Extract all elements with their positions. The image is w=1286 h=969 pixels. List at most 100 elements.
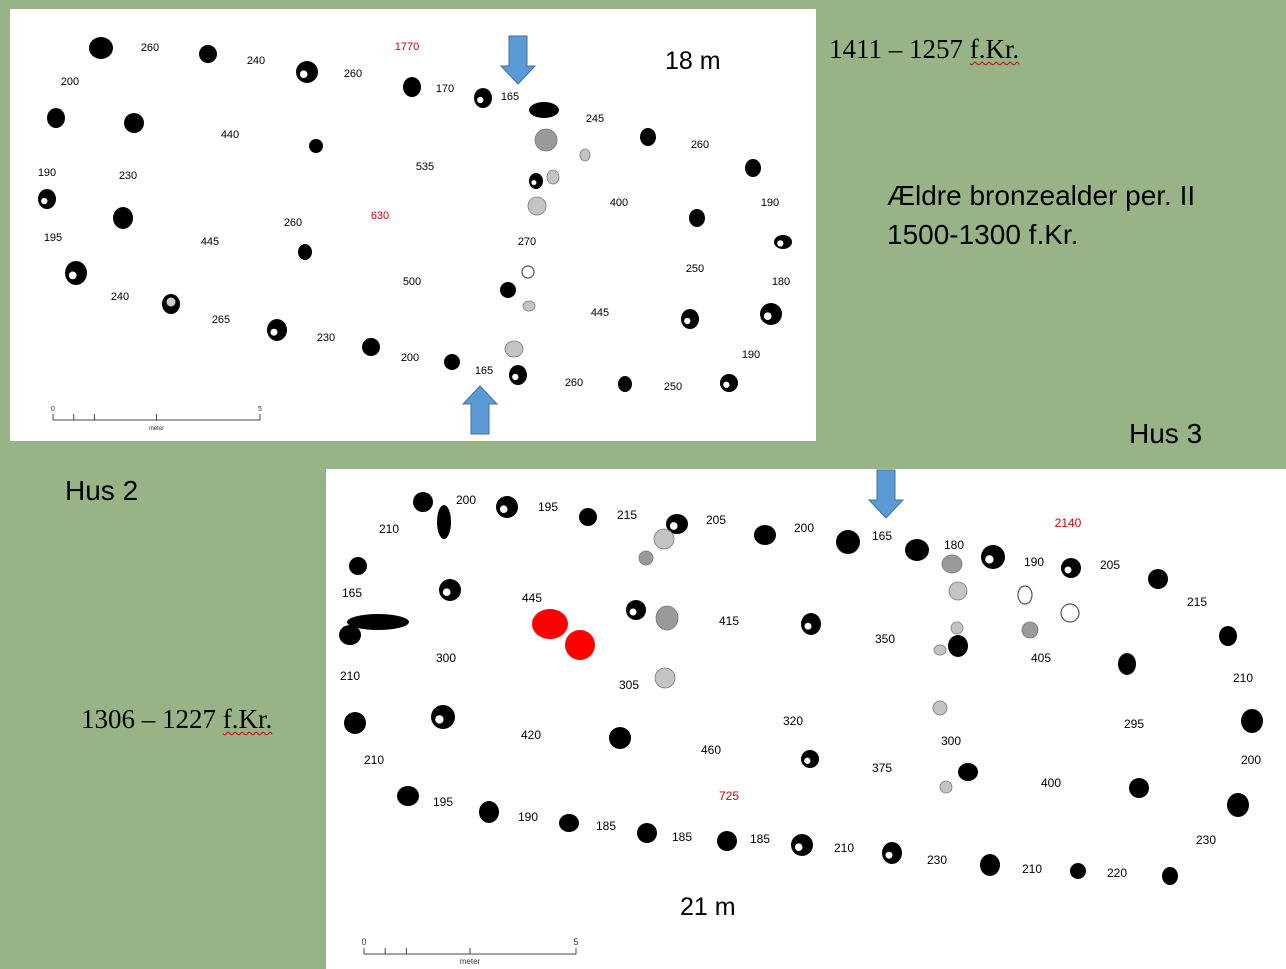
posthole-grey <box>653 528 675 550</box>
house-2-label: Hus 2 <box>65 475 139 506</box>
distance-label: 210 <box>364 753 384 767</box>
distance-label: 400 <box>610 197 628 209</box>
posthole <box>1070 863 1086 879</box>
posthole <box>124 113 144 133</box>
posthole-outline <box>1060 603 1080 623</box>
distance-label: 210 <box>379 522 399 536</box>
distance-label: 210 <box>1022 862 1042 876</box>
dating-top-suffix: f.Kr. <box>969 34 1020 64</box>
posthole-grey <box>546 169 560 185</box>
posthole-core <box>723 381 730 388</box>
posthole <box>981 545 1005 569</box>
posthole <box>339 625 361 645</box>
posthole-grey <box>522 300 536 312</box>
distance-label: 260 <box>565 377 583 389</box>
distance-label: 230 <box>119 170 137 182</box>
posthole-core <box>763 312 772 321</box>
posthole <box>474 88 492 108</box>
posthole-core <box>669 522 678 530</box>
posthole-core <box>885 851 893 859</box>
posthole <box>626 600 646 620</box>
posthole <box>717 831 737 851</box>
posthole <box>199 45 217 63</box>
posthole <box>1227 793 1249 817</box>
posthole-core <box>531 180 537 186</box>
posthole <box>362 338 380 356</box>
posthole <box>347 614 409 630</box>
distance-label: 460 <box>701 743 721 757</box>
posthole <box>529 102 559 118</box>
distance-label: 165 <box>475 365 493 377</box>
posthole-core <box>499 505 508 514</box>
distance-label: 535 <box>416 161 434 173</box>
posthole-core <box>1064 566 1072 574</box>
posthole <box>496 496 518 518</box>
posthole-grey <box>504 340 524 358</box>
posthole <box>720 374 738 392</box>
distance-label: 190 <box>742 349 760 361</box>
distance-label: 230 <box>317 332 335 344</box>
distance-label: 320 <box>783 714 803 728</box>
posthole <box>1118 653 1136 675</box>
posthole <box>801 750 819 768</box>
posthole <box>882 842 902 864</box>
scale-bottom-unit: meter <box>460 957 481 966</box>
posthole <box>413 492 433 512</box>
distance-label: 185 <box>750 832 770 846</box>
posthole <box>559 814 579 832</box>
posthole-grey <box>950 621 964 635</box>
distance-label: 445 <box>201 236 219 248</box>
posthole-outline <box>521 265 535 279</box>
distance-label: 420 <box>521 728 541 742</box>
scale-bottom-tick-label: 0 <box>361 937 366 947</box>
distance-label: 245 <box>586 113 604 125</box>
posthole <box>745 159 761 177</box>
posthole-grey <box>1021 621 1039 639</box>
posthole <box>65 261 87 285</box>
dating-bottom: 1306 – 1227 f.Kr. <box>81 704 272 735</box>
posthole-red <box>532 609 568 639</box>
distance-label: 240 <box>111 291 129 303</box>
posthole-core <box>512 373 519 381</box>
posthole-core <box>777 240 784 247</box>
distance-label: 210 <box>1233 671 1253 685</box>
posthole <box>267 319 287 341</box>
distance-label: 205 <box>706 513 726 527</box>
posthole <box>1148 569 1168 589</box>
distance-label: 630 <box>371 210 389 222</box>
entrance-arrow-bottom <box>461 385 499 435</box>
distance-label: 185 <box>596 819 616 833</box>
posthole <box>47 108 65 128</box>
posthole <box>754 525 776 545</box>
distance-label: 190 <box>1024 555 1044 569</box>
distance-label: 180 <box>772 276 790 288</box>
distance-label: 1770 <box>395 41 419 53</box>
posthole <box>958 763 978 781</box>
distance-label: 215 <box>617 508 637 522</box>
posthole-core <box>166 297 176 307</box>
dating-top-range: 1411 – 1257 <box>829 34 963 64</box>
distance-label: 445 <box>522 591 542 605</box>
posthole <box>349 557 367 575</box>
posthole-grey <box>939 780 953 794</box>
posthole <box>403 77 421 97</box>
distance-label: 260 <box>141 42 159 54</box>
posthole <box>801 613 821 635</box>
distance-label: 260 <box>344 68 362 80</box>
posthole <box>618 376 632 392</box>
posthole-grey <box>534 128 558 152</box>
distance-label: 195 <box>44 232 62 244</box>
posthole-core <box>442 588 451 597</box>
distance-label: 250 <box>664 381 682 393</box>
house-3-plan <box>326 469 1286 969</box>
distance-label: 230 <box>1196 833 1216 847</box>
dating-bottom-range: 1306 – 1227 <box>81 704 216 734</box>
distance-label: 170 <box>436 83 454 95</box>
distance-label: 215 <box>1187 595 1207 609</box>
distance-label: 725 <box>719 789 739 803</box>
distance-label: 230 <box>927 853 947 867</box>
distance-label: 2140 <box>1055 516 1082 530</box>
posthole <box>309 139 323 153</box>
posthole <box>980 854 1000 876</box>
